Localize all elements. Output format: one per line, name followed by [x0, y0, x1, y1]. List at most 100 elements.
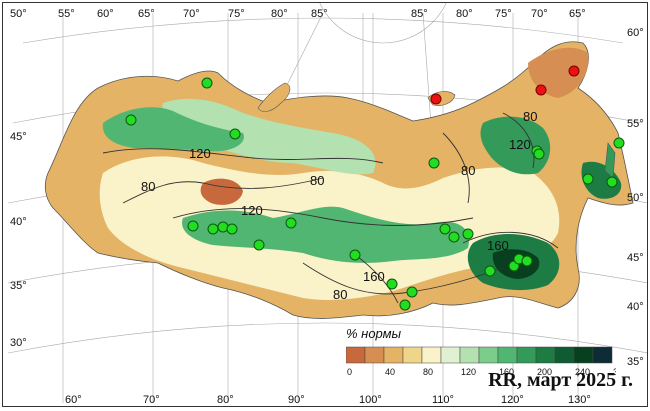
station-marker: [462, 228, 474, 240]
legend-swatch: [592, 346, 613, 364]
station-marker: [217, 221, 229, 233]
svg-text:70°: 70°: [531, 8, 548, 20]
isoline-label: 80: [141, 179, 155, 194]
station-marker: [535, 84, 547, 96]
legend-tick-label: 160: [499, 367, 514, 377]
station-marker: [521, 255, 533, 267]
svg-text:65°: 65°: [569, 8, 586, 20]
station-marker: [430, 93, 442, 105]
station-marker: [606, 176, 618, 188]
precipitation-map: 120 80 80 120 80 160 80 160 120 80: [7, 3, 647, 406]
isoline-label: 160: [363, 269, 385, 284]
station-marker: [439, 223, 451, 235]
station-marker: [613, 137, 625, 149]
station-marker: [253, 239, 265, 251]
svg-text:75°: 75°: [495, 8, 512, 20]
station-marker: [533, 148, 545, 160]
svg-text:60°: 60°: [65, 394, 82, 406]
station-marker: [582, 173, 594, 185]
svg-text:70°: 70°: [183, 8, 200, 20]
legend-tick-label: 0: [347, 367, 352, 377]
legend-swatch: [535, 346, 556, 364]
svg-text:35°: 35°: [10, 280, 27, 292]
station-marker: [285, 217, 297, 229]
station-marker: [207, 223, 219, 235]
svg-text:75°: 75°: [228, 8, 245, 20]
legend-swatch: [573, 346, 594, 364]
svg-text:65°: 65°: [138, 8, 155, 20]
station-marker: [484, 265, 496, 277]
legend-swatch: [364, 346, 385, 364]
svg-text:90°: 90°: [288, 394, 305, 406]
legend-tick-label: 300: [613, 367, 616, 377]
svg-text:80°: 80°: [456, 8, 473, 20]
station-marker: [201, 77, 213, 89]
zone-north-moist: [162, 98, 376, 175]
isoline-label: 80: [523, 109, 537, 124]
station-marker: [386, 278, 398, 290]
legend-swatch: [402, 346, 423, 364]
bottom-longitude-labels: 60° 70° 80° 90° 100° 110° 120° 130°: [65, 394, 591, 406]
isoline-label: 80: [333, 287, 347, 302]
svg-text:60°: 60°: [97, 8, 114, 20]
station-marker: [448, 231, 460, 243]
high-precip-markers: [125, 77, 625, 311]
top-longitude-labels: 50° 55° 60° 65° 70° 75° 80° 85° 85° 80° …: [10, 8, 586, 20]
station-marker: [428, 157, 440, 169]
station-marker: [226, 223, 238, 235]
svg-text:60°: 60°: [627, 27, 644, 39]
legend-title: % нормы: [346, 326, 402, 341]
legend-tick-label: 120: [461, 367, 476, 377]
svg-text:45°: 45°: [627, 252, 644, 264]
svg-text:80°: 80°: [217, 394, 234, 406]
svg-text:40°: 40°: [627, 301, 644, 313]
svg-text:55°: 55°: [58, 8, 75, 20]
legend-swatch: [497, 346, 518, 364]
legend-tick-label: 40: [385, 367, 395, 377]
zone-wet-east: [480, 116, 551, 175]
svg-text:85°: 85°: [311, 8, 328, 20]
station-marker: [125, 114, 137, 126]
station-marker: [229, 128, 241, 140]
legend-swatch: [421, 346, 442, 364]
left-latitude-labels: 45° 40° 35° 30°: [10, 131, 27, 349]
svg-text:130°: 130°: [568, 394, 591, 406]
isoline-label: 160: [487, 238, 509, 253]
svg-text:30°: 30°: [10, 337, 27, 349]
legend-swatch: [554, 346, 575, 364]
legend-tick-label: 80: [423, 367, 433, 377]
svg-text:100°: 100°: [359, 394, 382, 406]
svg-text:40°: 40°: [10, 216, 27, 228]
legend-swatch: [440, 346, 461, 364]
station-marker: [187, 220, 199, 232]
isoline-label: 120: [241, 203, 263, 218]
svg-text:70°: 70°: [143, 394, 160, 406]
svg-text:50°: 50°: [627, 192, 644, 204]
zone-wet-west: [102, 107, 244, 152]
legend-tick-label: 240: [575, 367, 590, 377]
isoline-label: 120: [189, 146, 211, 161]
svg-text:55°: 55°: [627, 118, 644, 130]
isoline-label: 80: [461, 163, 475, 178]
svg-text:80°: 80°: [271, 8, 288, 20]
station-marker: [568, 65, 580, 77]
station-marker: [349, 249, 361, 261]
svg-text:110°: 110°: [432, 394, 454, 406]
legend-swatch: [346, 346, 366, 364]
legend-swatch: [516, 346, 537, 364]
legend-swatch: [478, 346, 499, 364]
isoline-label: 120: [509, 137, 531, 152]
color-legend: 0 40 80 120 160 200 240 300: [346, 346, 616, 377]
svg-text:45°: 45°: [10, 131, 27, 143]
station-marker: [399, 299, 411, 311]
island-novaya-zemlya: [257, 82, 291, 112]
legend-swatch: [459, 346, 480, 364]
low-precip-markers: [430, 65, 580, 105]
svg-text:85°: 85°: [411, 8, 428, 20]
map-caption: RR, март 2025 г.: [488, 369, 633, 391]
station-marker: [406, 286, 418, 298]
isoline-labels: 120 80 80 120 80 160 80 160 120 80: [141, 109, 537, 302]
svg-text:35°: 35°: [627, 356, 644, 368]
legend-swatch: [383, 346, 404, 364]
svg-text:50°: 50°: [10, 8, 27, 20]
